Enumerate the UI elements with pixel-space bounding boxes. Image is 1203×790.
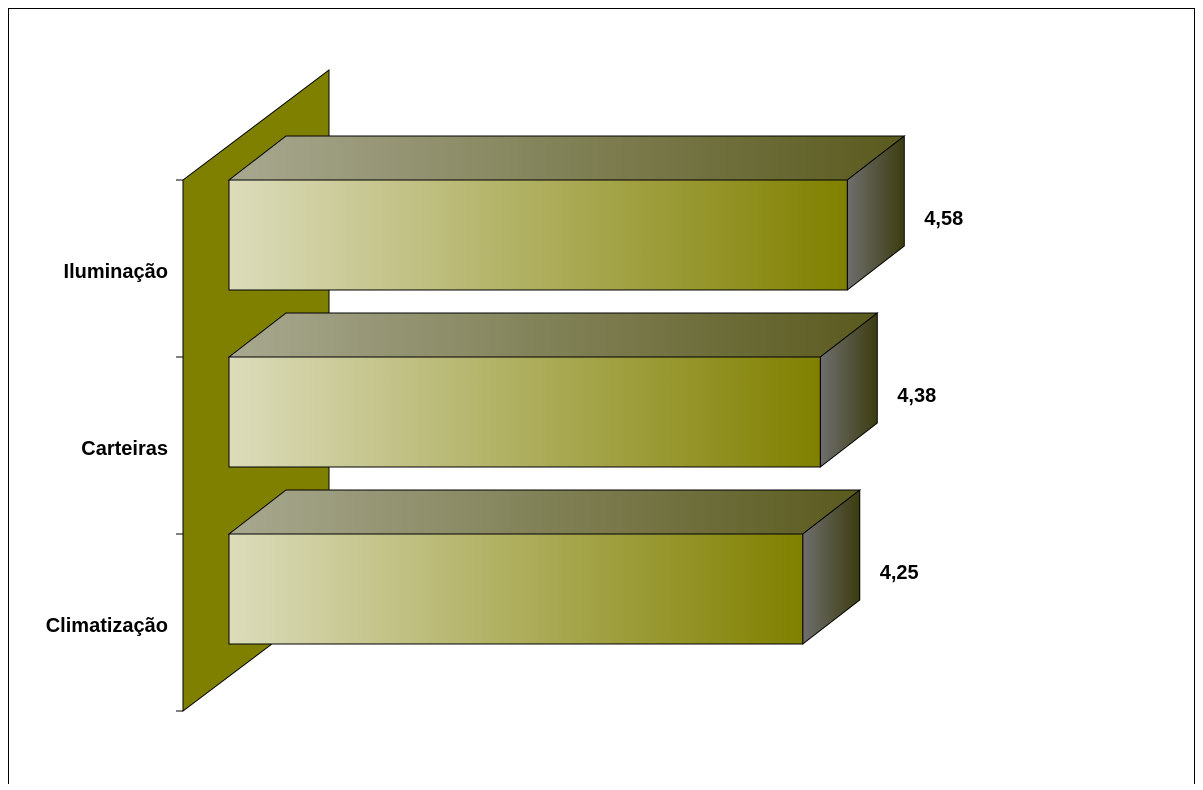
data-label: 4,38 <box>897 385 936 407</box>
labels-group: 4,58 Iluminação 4,38 Carteiras 4,25 Climatiza… <box>46 208 964 637</box>
category-label: Iluminação <box>64 261 168 283</box>
category-label: Carteiras <box>81 438 168 460</box>
bar-front-face <box>228 356 821 468</box>
bar-front-face <box>228 533 804 645</box>
bar-top-face <box>227 135 906 181</box>
bar <box>227 488 862 646</box>
bar <box>227 134 906 292</box>
category-label: Climatização <box>46 615 168 637</box>
y-axis-ticks <box>176 179 183 712</box>
bar-top-face <box>227 312 879 358</box>
bar-top-face <box>227 489 862 535</box>
bar <box>227 311 879 469</box>
data-label: 4,25 <box>880 562 919 584</box>
chart-frame <box>8 8 1195 784</box>
bars-group <box>227 134 906 646</box>
bar-front-face <box>228 179 848 291</box>
data-label: 4,58 <box>924 208 963 230</box>
